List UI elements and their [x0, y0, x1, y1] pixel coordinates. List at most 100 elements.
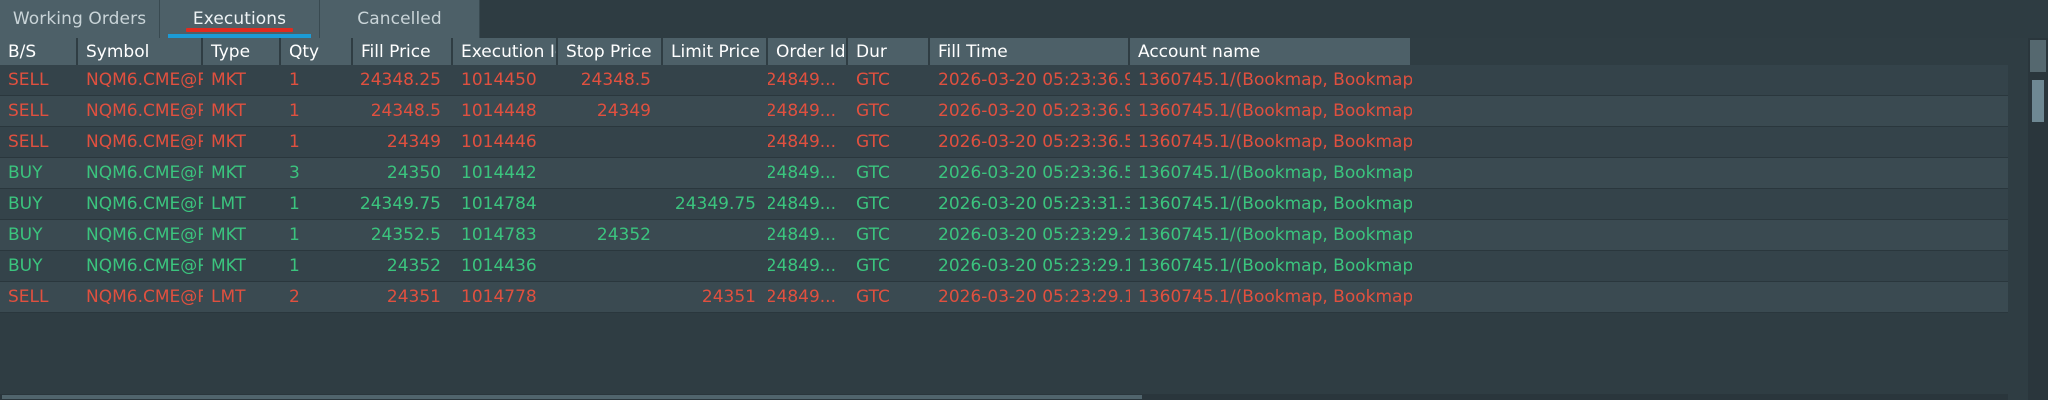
cell-fill_price: 24349.75 — [359, 194, 441, 214]
cell-type: LMT — [211, 194, 246, 214]
cell-order_id: 24849... — [768, 225, 836, 245]
tab-working-orders[interactable]: Working Orders — [0, 0, 160, 38]
table-row[interactable]: BUY NQM6.CME@RI... LMT 1 24349.75 1014784 2434… — [0, 189, 2008, 220]
active-tab-indicator — [168, 34, 311, 38]
cell-limit_price: 24349.75 — [674, 194, 756, 214]
column-header-qty[interactable]: Qty — [281, 38, 353, 65]
table-body: SELL NQM6.CME@RI... MKT 1 24348.25 1014450 243… — [0, 65, 2008, 313]
cell-qty: 2 — [289, 287, 300, 307]
column-header-fill_time[interactable]: Fill Time — [930, 38, 1130, 65]
cell-order_id: 24849... — [768, 194, 836, 214]
vertical-scrollbar[interactable] — [2028, 38, 2048, 400]
cell-qty: 3 — [289, 163, 300, 183]
table-row[interactable]: BUY NQM6.CME@RI... MKT 3 24350 1014442 24849..… — [0, 158, 2008, 189]
cell-stop_price: 24352 — [596, 225, 651, 245]
column-header-account[interactable]: Account name — [1130, 38, 1412, 65]
cell-limit_price — [663, 127, 768, 157]
cell-filler — [1412, 127, 2008, 157]
cell-fill_time: 2026-03-20 05:23:31.370 — [938, 194, 1130, 214]
cell-bs: SELL — [8, 101, 49, 121]
column-header-order_id[interactable]: Order Id — [768, 38, 848, 65]
cell-exec_id: 1014436 — [461, 256, 537, 276]
horizontal-scrollbar[interactable] — [0, 394, 2008, 400]
tab-executions-label: Executions — [192, 9, 287, 29]
cell-fill_time: 2026-03-20 05:23:36.585 — [938, 132, 1130, 152]
cell-limit_price — [663, 251, 768, 281]
table-row[interactable]: SELL NQM6.CME@RI... MKT 1 24348.5 1014448 2434… — [0, 96, 2008, 127]
cell-order_id: 24849... — [768, 132, 836, 152]
tab-executions[interactable]: Executions — [160, 0, 320, 38]
cell-account: 1360745.1/(Bookmap, Bookmap) — [1138, 163, 1412, 183]
cell-qty: 1 — [289, 101, 300, 121]
vertical-scrollbar-thumb[interactable] — [2032, 80, 2044, 122]
cell-account: 1360745.1/(Bookmap, Bookmap) — [1138, 287, 1412, 307]
column-header-type[interactable]: Type — [203, 38, 281, 65]
cell-stop_price: 24348.5 — [580, 70, 651, 90]
cell-fill_price: 24349 — [386, 132, 441, 152]
cell-symbol: NQM6.CME@RI... — [86, 101, 203, 121]
cell-fill_time: 2026-03-20 05:23:29.135 — [938, 287, 1130, 307]
cell-order_id: 24849... — [768, 163, 836, 183]
cell-type: MKT — [211, 132, 246, 152]
table-row[interactable]: SELL NQM6.CME@RI... MKT 1 24349 1014446 24849.… — [0, 127, 2008, 158]
cell-type: MKT — [211, 163, 246, 183]
column-header-dur[interactable]: Dur — [848, 38, 930, 65]
cell-stop_price — [558, 158, 663, 188]
cell-exec_id: 1014446 — [461, 132, 537, 152]
cell-bs: SELL — [8, 132, 49, 152]
cell-symbol: NQM6.CME@RI... — [86, 163, 203, 183]
column-header-spacer — [1412, 38, 2008, 65]
cell-account: 1360745.1/(Bookmap, Bookmap) — [1138, 256, 1412, 276]
column-header-limit_price[interactable]: Limit Price — [663, 38, 768, 65]
cell-bs: BUY — [8, 256, 43, 276]
cell-dur: GTC — [856, 225, 890, 245]
cell-limit_price — [663, 220, 768, 250]
cell-filler — [1412, 65, 2008, 95]
cell-qty: 1 — [289, 225, 300, 245]
cell-symbol: NQM6.CME@RI... — [86, 194, 203, 214]
cell-filler — [1412, 251, 2008, 281]
cell-fill_time: 2026-03-20 05:23:36.908 — [938, 70, 1130, 90]
scroll-up-button[interactable] — [2030, 40, 2046, 72]
cell-dur: GTC — [856, 256, 890, 276]
table-header-row: B/S Symbol Type Qty Fill Price Execution Id St… — [0, 38, 2008, 65]
tab-working-orders-label: Working Orders — [12, 9, 147, 29]
cell-filler — [1412, 282, 2008, 312]
cell-filler — [1412, 96, 2008, 126]
cell-type: LMT — [211, 287, 246, 307]
column-header-exec_id[interactable]: Execution Id — [453, 38, 558, 65]
cell-dur: GTC — [856, 101, 890, 121]
column-header-stop_price[interactable]: Stop Price — [558, 38, 663, 65]
cell-limit_price — [663, 65, 768, 95]
cell-exec_id: 1014442 — [461, 163, 537, 183]
cell-fill_time: 2026-03-20 05:23:36.906 — [938, 101, 1130, 121]
cell-account: 1360745.1/(Bookmap, Bookmap) — [1138, 70, 1412, 90]
column-header-fill_price[interactable]: Fill Price — [353, 38, 453, 65]
cell-symbol: NQM6.CME@RI... — [86, 287, 203, 307]
cell-limit_price — [663, 96, 768, 126]
cell-account: 1360745.1/(Bookmap, Bookmap) — [1138, 194, 1412, 214]
cell-type: MKT — [211, 256, 246, 276]
tab-bar-filler — [480, 0, 2048, 38]
cell-symbol: NQM6.CME@RI... — [86, 132, 203, 152]
cell-bs: SELL — [8, 287, 49, 307]
cell-exec_id: 1014448 — [461, 101, 537, 121]
horizontal-scrollbar-thumb[interactable] — [2, 395, 1142, 399]
tab-bar: Working Orders Executions Cancelled — [0, 0, 2048, 38]
cell-stop_price — [558, 282, 663, 312]
tab-cancelled[interactable]: Cancelled — [320, 0, 480, 38]
column-header-symbol[interactable]: Symbol — [78, 38, 203, 65]
cell-exec_id: 1014783 — [461, 225, 537, 245]
cell-limit_price: 24351 — [701, 287, 756, 307]
cell-exec_id: 1014784 — [461, 194, 537, 214]
table-row[interactable]: BUY NQM6.CME@RI... MKT 1 24352.5 1014783 24352… — [0, 220, 2008, 251]
cell-filler — [1412, 220, 2008, 250]
table-row[interactable]: BUY NQM6.CME@RI... MKT 1 24352 1014436 24849..… — [0, 251, 2008, 282]
cell-type: MKT — [211, 225, 246, 245]
table-row[interactable]: SELL NQM6.CME@RI... MKT 1 24348.25 1014450 243… — [0, 65, 2008, 96]
cell-limit_price — [663, 158, 768, 188]
table-row[interactable]: SELL NQM6.CME@RI... LMT 2 24351 1014778 24351 2… — [0, 282, 2008, 313]
column-header-bs[interactable]: B/S — [0, 38, 78, 65]
cell-fill_price: 24348.5 — [370, 101, 441, 121]
